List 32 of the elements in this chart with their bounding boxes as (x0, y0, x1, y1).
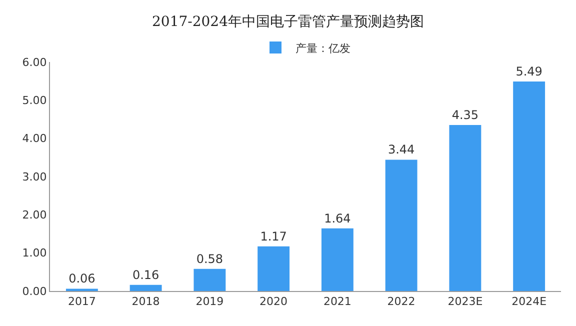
y-tick-label: 5.00 (22, 94, 47, 108)
legend-label: 产量：亿发 (296, 42, 350, 55)
bar (258, 246, 290, 291)
x-tick-label: 2018 (132, 295, 160, 308)
x-tick-label: 2022 (387, 295, 416, 308)
x-tick-label: 2017 (68, 295, 96, 308)
y-tick-label: 1.00 (22, 246, 47, 260)
y-tick-label: 3.00 (22, 170, 47, 184)
x-tick-label: 2024E (512, 295, 547, 308)
data-label: 0.06 (68, 272, 96, 286)
bar (194, 268, 226, 291)
data-label: 1.64 (324, 211, 351, 226)
x-tick-label: 2023E (448, 295, 483, 308)
y-tick-label: 4.00 (22, 132, 47, 146)
y-tick-label: 0.00 (22, 284, 47, 298)
bar (321, 228, 354, 291)
bar (449, 124, 482, 291)
bar (385, 160, 418, 291)
data-label: 5.49 (516, 64, 542, 78)
y-tick-label: 6.00 (22, 56, 47, 69)
data-label: 3.44 (388, 142, 415, 157)
data-label: 1.17 (260, 229, 287, 244)
data-label: 0.16 (132, 268, 160, 282)
x-tick-label: 2019 (196, 295, 224, 308)
y-tick-label: 2.00 (22, 208, 47, 222)
x-tick-label: 2020 (260, 295, 288, 308)
x-tick-label: 2021 (323, 295, 352, 308)
bar (513, 81, 546, 291)
chart-title: 2017-2024年中国电子雷管产量预测趋势图 (152, 14, 424, 30)
data-label: 4.35 (452, 108, 479, 122)
data-label: 0.58 (196, 252, 224, 266)
bar (130, 284, 162, 291)
